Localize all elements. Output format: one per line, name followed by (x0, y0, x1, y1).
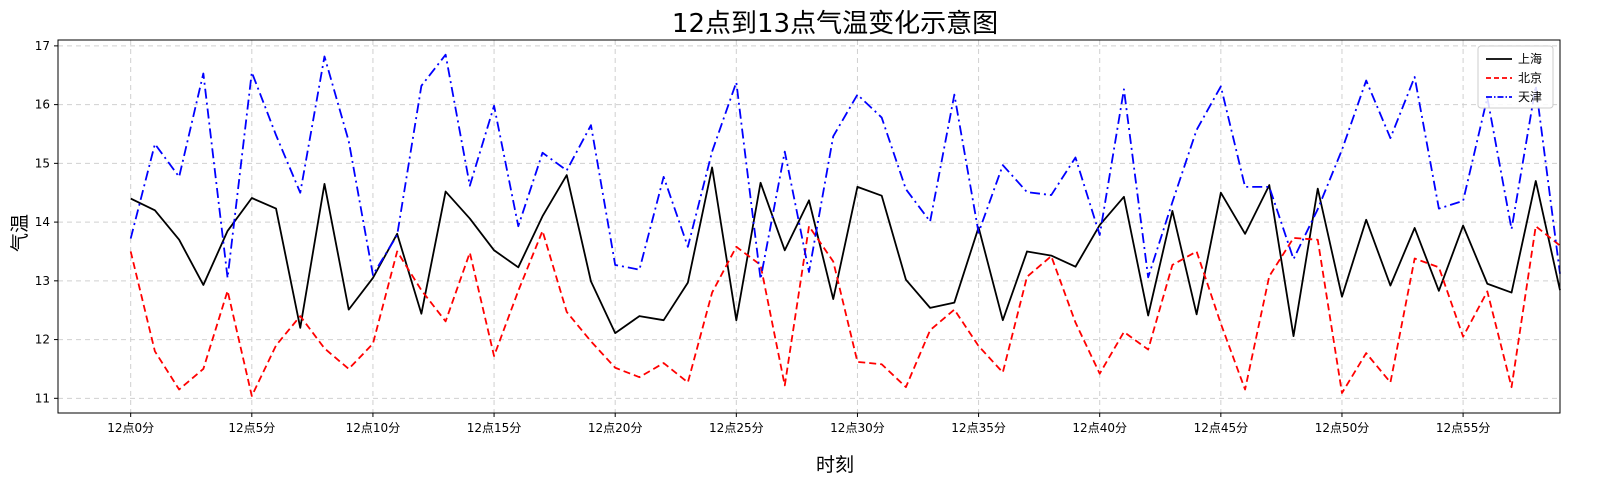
x-tick-label: 12点5分 (228, 421, 275, 435)
x-tick-label: 12点55分 (1436, 421, 1491, 435)
x-tick-label: 12点35分 (951, 421, 1006, 435)
plot-frame (57, 39, 1561, 414)
y-tick-label: 12 (35, 333, 50, 347)
series-line-3 (129, 53, 1561, 280)
x-tick-label: 12点20分 (588, 421, 643, 435)
x-tick-label: 12点40分 (1072, 421, 1127, 435)
axes: 12点0分 12点5分 12点10分 12点15分 12点20分 12点25分 12点30分… (35, 39, 1561, 435)
x-axis-label: 时刻 (816, 454, 854, 476)
chart-title: 12点到13点气温变化示意图 (672, 9, 998, 39)
y-tick-label: 16 (35, 98, 50, 112)
y-tick-label: 17 (35, 39, 50, 53)
legend-label: 上海 (1518, 51, 1542, 66)
legend-label: 天津 (1518, 90, 1542, 104)
x-tick-label: 12点45分 (1194, 421, 1249, 435)
x-tick-label: 12点15分 (467, 421, 522, 435)
y-tick-label: 14 (35, 215, 50, 229)
x-tick-label: 12点30分 (830, 421, 885, 435)
legend-label: 北京 (1518, 71, 1542, 85)
series-line-1 (130, 166, 1561, 337)
y-tick-label: 15 (35, 156, 50, 170)
series-lines (129, 53, 1561, 397)
grid (58, 40, 1560, 413)
x-tick-label: 12点10分 (346, 421, 401, 435)
legend-box (1477, 45, 1554, 109)
y-tick-label: 11 (35, 391, 50, 405)
y-tick-label: 13 (35, 274, 50, 288)
x-tick-label: 12点50分 (1315, 421, 1370, 435)
y-axis-label: 气温 (9, 214, 31, 252)
series-line-2 (129, 225, 1561, 397)
x-tick-label: 12点0分 (107, 421, 154, 435)
x-tick-label: 12点25分 (709, 421, 764, 435)
